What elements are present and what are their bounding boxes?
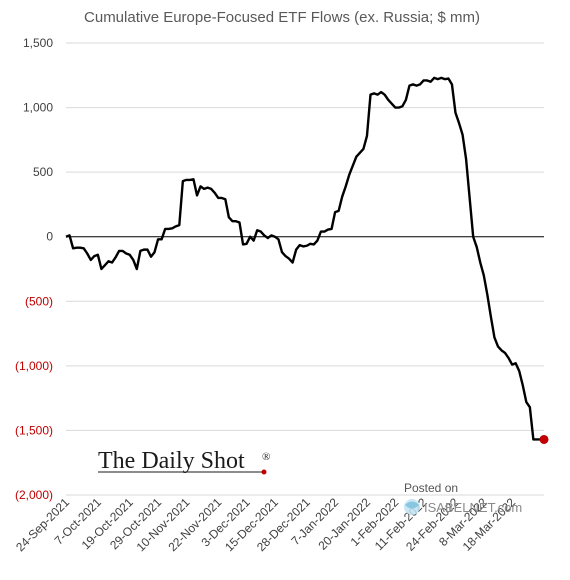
series-group bbox=[65, 76, 549, 444]
y-tick-label: (1,000) bbox=[15, 359, 53, 373]
y-tick-label: 1,000 bbox=[23, 101, 53, 115]
series-line bbox=[65, 76, 544, 441]
isabelnet-text: ISABELNET.com bbox=[424, 500, 522, 515]
daily-shot-logo: The Daily Shot ® bbox=[98, 448, 270, 475]
y-tick-label: (2,000) bbox=[15, 488, 53, 502]
grid bbox=[66, 42, 544, 496]
y-tick-label: (1,500) bbox=[15, 423, 53, 437]
y-tick-label: (500) bbox=[25, 294, 53, 308]
logo-dot bbox=[261, 469, 267, 475]
chart-title: Cumulative Europe-Focused ETF Flows (ex.… bbox=[84, 9, 480, 26]
registered-mark: ® bbox=[262, 451, 270, 463]
daily-shot-text: The Daily Shot bbox=[98, 448, 245, 474]
y-axis: 1,500 1,000 500 0 (500) (1,000) (1,500) (2,000) bbox=[15, 36, 53, 502]
posted-on-text: Posted on bbox=[404, 481, 458, 495]
isabelnet-swoosh-icon bbox=[405, 501, 419, 509]
isabelnet-watermark: Posted on ISABELNET.com bbox=[404, 481, 522, 515]
series-end-point bbox=[539, 434, 549, 444]
y-tick-label: 1,500 bbox=[23, 36, 53, 50]
y-tick-label: 500 bbox=[33, 165, 53, 179]
y-tick-label: 0 bbox=[46, 230, 53, 244]
